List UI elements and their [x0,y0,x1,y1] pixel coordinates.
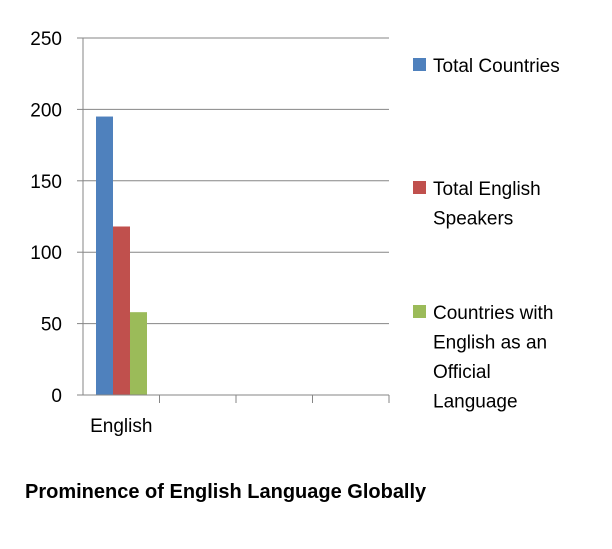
legend-label: Official [433,362,491,383]
legend-label: Language [433,392,518,413]
x-axis-ticks: English [90,395,390,437]
y-tick-label: 100 [30,243,62,264]
y-tick-label: 150 [30,172,62,193]
y-tick-label: 200 [30,100,62,121]
bar [96,116,113,395]
legend-label: Total English [433,179,541,200]
y-tick-label: 50 [41,315,62,336]
x-tick-label: English [90,416,152,437]
chart-title: Prominence of English Language Globally [25,481,427,503]
y-axis-ticks: 0 50 100 150 200 250 [30,29,83,407]
y-tick-label: 250 [30,29,62,50]
bars [96,116,147,395]
legend-label: Speakers [433,209,513,230]
y-tick-label: 0 [51,386,62,407]
legend-swatch [413,58,426,71]
legend: Total Countries Total English Speakers Coun… [413,56,560,413]
bar [130,312,147,395]
bar [113,226,130,395]
legend-label: Countries with [433,303,553,324]
legend-label: Total Countries [433,56,560,77]
legend-swatch [413,305,426,318]
gridlines [83,37,389,325]
legend-label: English as an [433,333,547,354]
legend-swatch [413,181,426,194]
